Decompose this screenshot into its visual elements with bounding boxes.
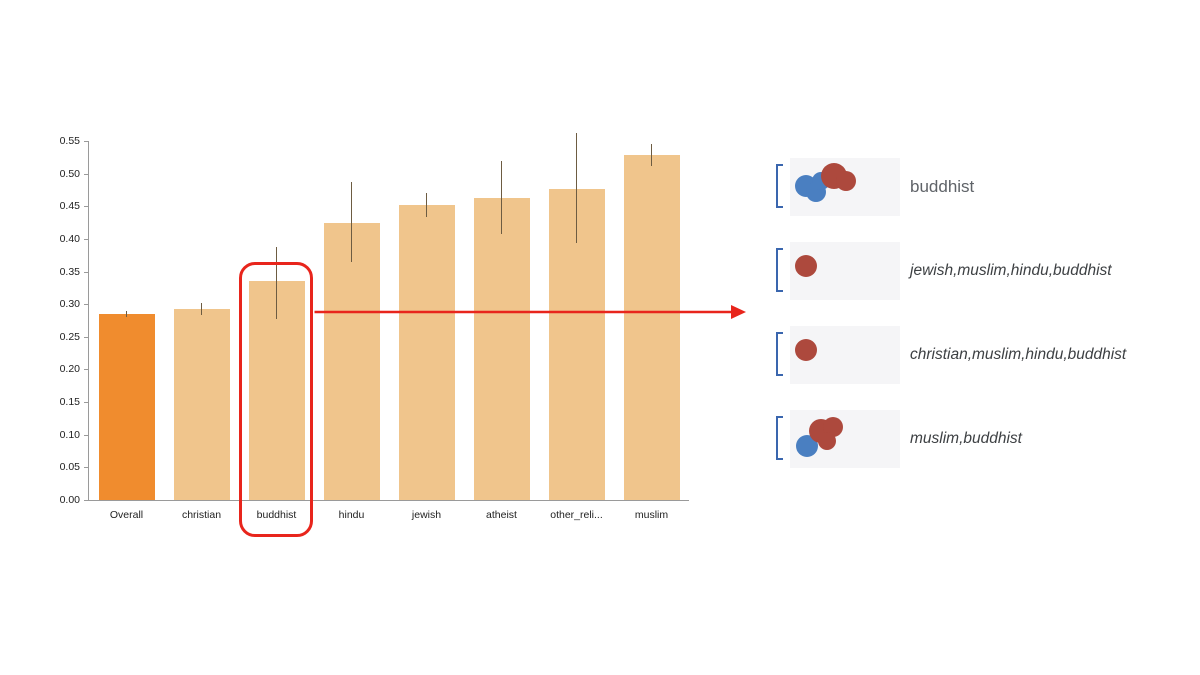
y-tick-label: 0.50 <box>59 167 80 180</box>
error-bar-buddhist <box>275 246 278 319</box>
y-tick-mark <box>84 336 89 338</box>
error-bar-other-reli <box>575 133 578 244</box>
y-tick-mark <box>84 467 89 469</box>
y-tick-label: 0.35 <box>59 265 80 278</box>
annotation-row-label: christian,muslim,hindu,buddhist <box>910 346 1127 363</box>
cluster-thumbnail[interactable] <box>790 326 900 384</box>
x-tick-label-atheist: atheist <box>486 509 517 521</box>
bracket-icon <box>776 164 783 208</box>
red-cluster-dot <box>818 432 836 450</box>
y-tick-mark <box>84 141 89 142</box>
red-cluster-dot <box>836 171 856 191</box>
y-tick-mark <box>84 434 89 436</box>
annotation-panel: buddhist jewish,muslim,hindu,buddhist chri… <box>776 158 1196 478</box>
annotation-row-buddhist: buddhist <box>776 158 1196 216</box>
cluster-thumbnail[interactable] <box>790 158 900 216</box>
bracket-icon <box>776 248 783 292</box>
y-tick-mark <box>84 500 89 501</box>
red-cluster-dot <box>795 255 817 277</box>
bar-atheist[interactable] <box>473 197 530 500</box>
error-bar-jewish <box>425 193 428 217</box>
y-tick-mark <box>84 402 89 404</box>
error-bar-atheist <box>500 160 503 234</box>
cluster-thumbnail[interactable] <box>790 410 900 468</box>
y-tick-mark <box>84 206 89 208</box>
y-tick-label: 0.45 <box>59 200 80 213</box>
x-tick-label-hindu: hindu <box>338 509 365 521</box>
y-tick-label: 0.20 <box>59 363 80 376</box>
annotation-row-label: buddhist <box>910 177 975 196</box>
annotation-row-label: jewish,muslim,hindu,buddhist <box>910 262 1112 279</box>
y-tick-mark <box>84 271 89 273</box>
x-tick-label-christian: christian <box>181 509 222 521</box>
bar-hindu[interactable] <box>323 222 380 500</box>
x-tick-label-overall: Overall <box>109 509 144 521</box>
y-tick-label: 0.55 <box>59 135 80 147</box>
cluster-thumbnail[interactable] <box>790 242 900 300</box>
y-tick-label: 0.15 <box>59 396 80 409</box>
y-tick-mark <box>84 173 89 175</box>
annotation-row-label: muslim,buddhist <box>910 430 1022 447</box>
bar-jewish[interactable] <box>398 204 455 500</box>
x-tick-label-jewish: jewish <box>411 509 442 521</box>
y-tick-mark <box>84 369 89 371</box>
error-bar-muslim <box>650 144 653 166</box>
bar-overall[interactable] <box>98 313 155 500</box>
y-tick-label: 0.40 <box>59 232 80 245</box>
x-tick-label-other-reli: other_reli... <box>550 509 603 521</box>
x-tick-label-muslim: muslim <box>634 509 669 521</box>
y-tick-label: 0.05 <box>59 461 80 474</box>
y-tick-label: 0.30 <box>59 298 80 311</box>
bracket-icon <box>776 416 783 460</box>
annotation-row-jewish-muslim-hindu-buddhist: jewish,muslim,hindu,buddhist <box>776 242 1196 300</box>
blue-cluster-dot <box>796 435 818 457</box>
bar-muslim[interactable] <box>623 155 680 500</box>
annotation-row-christian-muslim-hindu-buddhist: christian,muslim,hindu,buddhist <box>776 326 1196 384</box>
red-cluster-dot <box>795 339 817 361</box>
error-bar-hindu <box>350 182 353 262</box>
x-tick-label-buddhist: buddhist <box>256 509 297 521</box>
y-tick-mark <box>84 304 89 306</box>
bracket-icon <box>776 332 783 376</box>
y-tick-label: 0.10 <box>59 428 80 441</box>
error-bar-overall <box>125 311 128 317</box>
annotation-row-muslim-buddhist: muslim,buddhist <box>776 410 1196 468</box>
y-tick-label: 0.00 <box>59 494 80 506</box>
bar-christian[interactable] <box>173 308 230 500</box>
plot-area: 0.00 0.05 0.10 0.15 0.20 0.25 0.30 0.35 0.40 0.45… <box>60 133 689 521</box>
y-tick-mark <box>84 238 89 240</box>
y-tick-label: 0.25 <box>59 330 80 343</box>
error-bar-christian <box>200 302 203 315</box>
